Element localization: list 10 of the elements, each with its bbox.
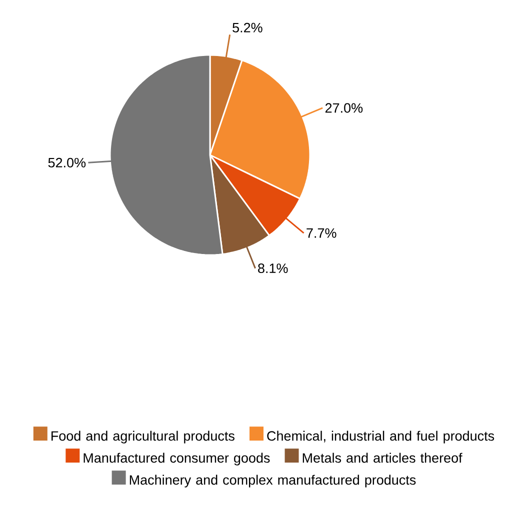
data-label: 5.2%: [232, 22, 262, 32]
data-label: 7.7%: [306, 228, 336, 238]
legend-label: Manufactured consumer goods: [84, 452, 270, 466]
legend-label: Metals and articles thereof: [302, 452, 462, 463]
data-label: 8.1%: [258, 264, 288, 274]
legend-label: Chemical, industrial and fuel products: [267, 430, 494, 444]
legend-label: Food and agricultural products: [52, 430, 234, 444]
legend-label: Machinery and complex manufactured products: [130, 474, 416, 488]
data-label: 27.0%: [325, 103, 363, 113]
data-label: 52.0%: [48, 158, 86, 168]
